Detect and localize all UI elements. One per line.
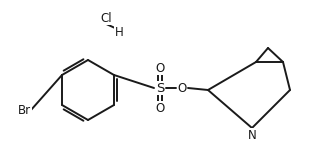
Text: Br: Br (18, 103, 31, 116)
Text: H: H (115, 26, 124, 38)
Text: O: O (155, 101, 165, 115)
Text: Cl: Cl (100, 12, 112, 24)
Text: S: S (156, 82, 164, 95)
Text: O: O (155, 62, 165, 75)
Text: N: N (248, 129, 256, 142)
Text: O: O (177, 82, 187, 95)
